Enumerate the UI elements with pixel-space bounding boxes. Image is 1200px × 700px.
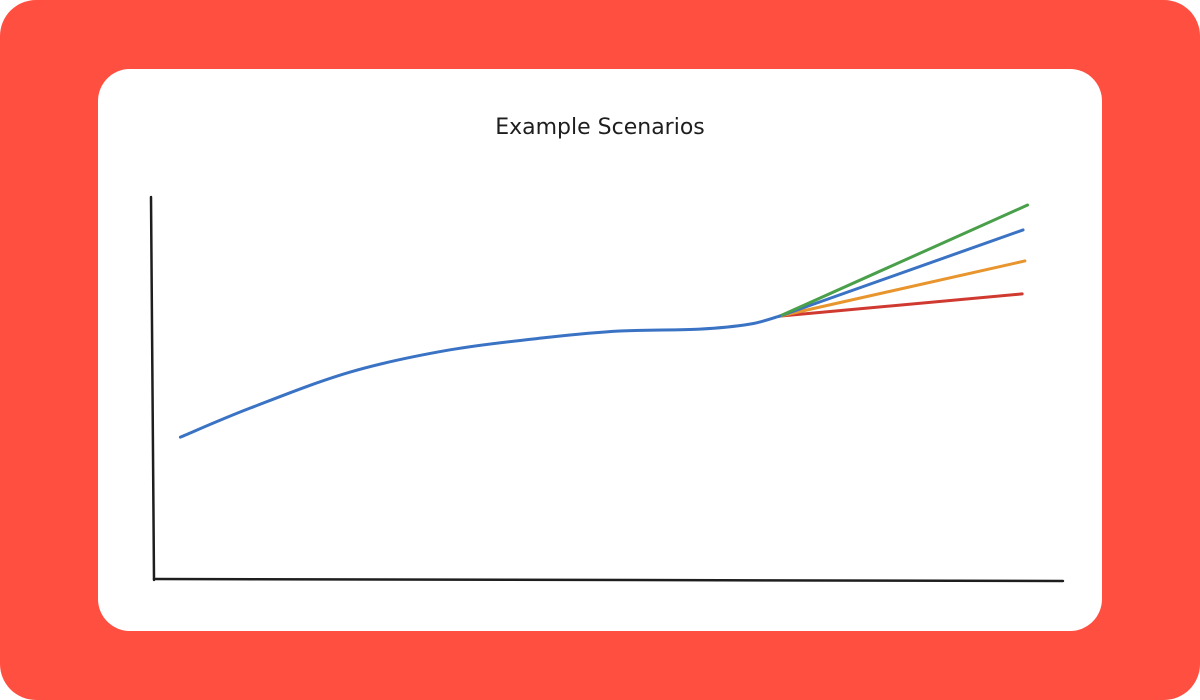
line xyxy=(778,203,1030,318)
y-axis xyxy=(149,195,156,582)
chart-title: Example Scenarios xyxy=(495,115,705,140)
plot-area xyxy=(178,203,1030,439)
line xyxy=(178,314,782,439)
card xyxy=(98,69,1102,631)
line xyxy=(778,259,1027,318)
line xyxy=(778,292,1024,318)
x-axis xyxy=(152,577,1065,583)
line xyxy=(778,228,1025,318)
